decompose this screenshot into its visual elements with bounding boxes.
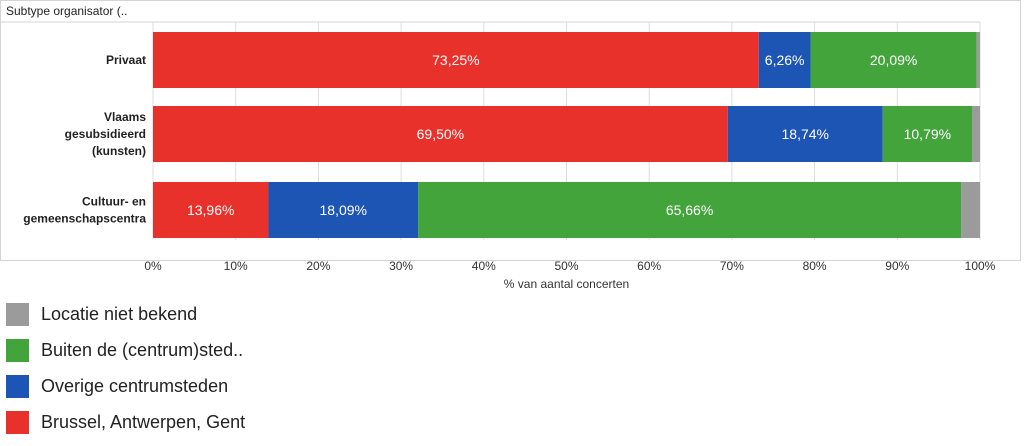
category-label: Privaat xyxy=(106,53,146,67)
data-label: 13,96% xyxy=(187,202,234,218)
x-tick-label: 0% xyxy=(144,259,162,273)
category-label: Cultuur- en xyxy=(82,195,146,209)
x-tick-label: 20% xyxy=(306,259,330,273)
x-tick-label: 50% xyxy=(554,259,578,273)
data-label: 10,79% xyxy=(904,126,951,142)
data-label: 18,09% xyxy=(320,202,367,218)
legend-label: Overige centrumsteden xyxy=(41,376,229,396)
category-label: (kunsten) xyxy=(92,144,146,158)
legend-item: Overige centrumsteden xyxy=(6,374,245,399)
category-label: gesubsidieerd xyxy=(65,127,146,141)
legend-label: Brussel, Antwerpen, Gent xyxy=(41,412,246,432)
x-tick-label: 90% xyxy=(885,259,909,273)
bar-segment xyxy=(153,32,759,88)
x-tick-label: 30% xyxy=(389,259,413,273)
legend-swatch xyxy=(6,411,29,434)
x-tick-label: 40% xyxy=(472,259,496,273)
bar-segment xyxy=(153,106,728,162)
data-label: 18,74% xyxy=(782,126,829,142)
category-label: gemeenschapscentra xyxy=(23,212,146,226)
legend-swatch xyxy=(6,339,29,362)
bar-segment xyxy=(976,32,980,88)
x-axis-label: % van aantal concerten xyxy=(504,277,629,291)
bar-segment xyxy=(810,32,977,88)
legend-item: Locatie niet bekend xyxy=(6,302,245,327)
x-tick-label: 80% xyxy=(803,259,827,273)
legend-label: Locatie niet bekend xyxy=(41,304,198,324)
legend-item: Brussel, Antwerpen, Gent xyxy=(6,410,245,435)
bar-segment xyxy=(758,32,811,88)
bar-segment xyxy=(153,182,269,238)
bar-segment xyxy=(882,106,972,162)
data-label: 20,09% xyxy=(870,52,917,68)
x-tick-label: 100% xyxy=(965,259,996,273)
bar-segment xyxy=(961,182,980,238)
legend-label: Buiten de (centrum)sted.. xyxy=(41,340,244,360)
bar-segment xyxy=(268,182,419,238)
data-label: 69,50% xyxy=(417,126,464,142)
legend: Locatie niet bekend Buiten de (centrum)st… xyxy=(6,302,245,446)
data-label: 6,26% xyxy=(765,52,805,68)
legend-item: Buiten de (centrum)sted.. xyxy=(6,338,245,363)
x-tick-label: 60% xyxy=(637,259,661,273)
chart-frame xyxy=(0,0,1021,261)
stacked-bar-chart: Subtype organisator (.. 0% 10% 20% 30% 40% 50%… xyxy=(0,0,1021,291)
category-label: Vlaams xyxy=(104,110,146,124)
bar-segment xyxy=(727,106,883,162)
x-tick-label: 70% xyxy=(720,259,744,273)
bar-segment xyxy=(971,106,980,162)
legend-swatch xyxy=(6,375,29,398)
x-tick-label: 10% xyxy=(224,259,248,273)
chart-title: Subtype organisator (.. xyxy=(6,4,127,18)
data-label: 65,66% xyxy=(666,202,713,218)
legend-swatch xyxy=(6,303,29,326)
data-label: 73,25% xyxy=(432,52,479,68)
bar-segment xyxy=(418,182,962,238)
